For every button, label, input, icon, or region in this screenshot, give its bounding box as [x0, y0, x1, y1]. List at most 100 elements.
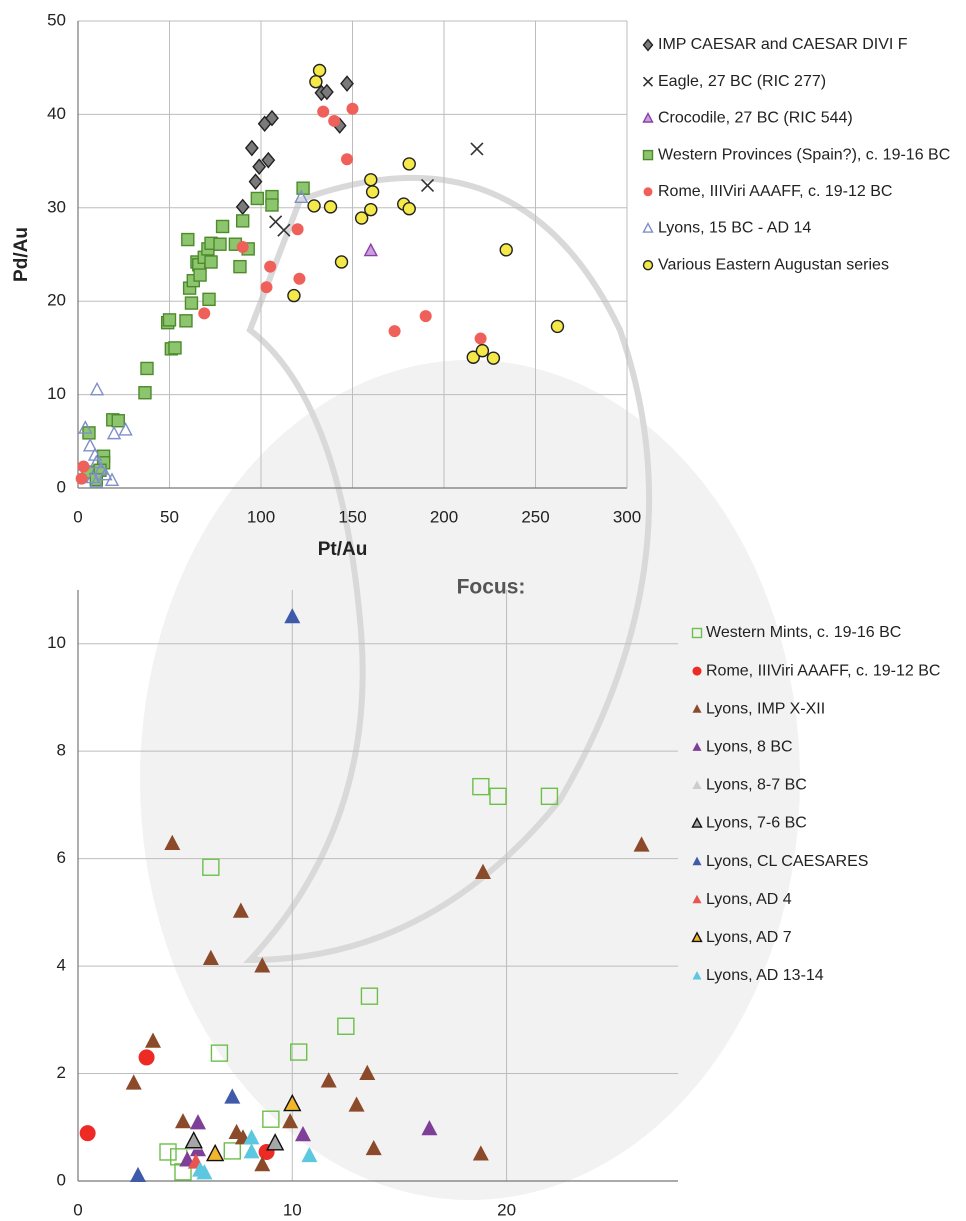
legend-label: Crocodile, 27 BC (RIC 544) [658, 110, 853, 127]
watermark [140, 360, 800, 1200]
point [295, 1125, 311, 1142]
y-tick-label: 30 [47, 197, 66, 216]
legend-label: Lyons, IMP X-XII [706, 700, 825, 717]
point [388, 325, 401, 338]
y-tick-label: 0 [57, 477, 66, 496]
point [184, 1130, 203, 1149]
point [262, 1110, 280, 1128]
point [205, 1143, 225, 1162]
point [89, 474, 104, 488]
point [323, 200, 338, 214]
point [334, 255, 349, 269]
point [164, 834, 181, 850]
point [261, 151, 276, 169]
point [235, 198, 250, 216]
point [402, 202, 416, 216]
point [198, 307, 211, 320]
point [293, 272, 306, 285]
point [130, 1166, 146, 1183]
legend-label: Lyons, 8 BC [706, 739, 793, 756]
point [365, 185, 380, 199]
point [106, 425, 122, 440]
point [359, 1064, 376, 1080]
legend-label: Lyons, 15 BC - AD 14 [658, 220, 811, 237]
point [364, 173, 378, 187]
point [354, 211, 369, 225]
x-tick-label: 150 [338, 507, 366, 526]
legend-marker [692, 666, 702, 676]
point [236, 241, 249, 254]
legend-marker [642, 76, 654, 87]
legend-marker [692, 704, 702, 713]
point [138, 386, 152, 400]
legend-label: Rome, IIIViri AAAFF, c. 19-12 BC [706, 662, 940, 679]
point [294, 189, 309, 204]
point [162, 313, 177, 327]
y-tick-label: 8 [57, 741, 66, 760]
y-axis-label: Pd/Au [11, 227, 32, 282]
chart-title: Focus: [457, 576, 526, 599]
point [202, 292, 216, 307]
point [466, 350, 480, 364]
x-tick-label: 20 [497, 1200, 516, 1219]
point [140, 361, 154, 376]
legend-marker [642, 260, 654, 271]
point [360, 987, 379, 1005]
point [363, 242, 378, 257]
legend-label: Lyons, AD 7 [706, 929, 792, 946]
point [420, 178, 435, 192]
point [254, 1156, 271, 1172]
point [235, 214, 250, 228]
legend-label: Lyons, 7-6 BC [706, 815, 807, 832]
point [104, 472, 120, 487]
point [348, 1096, 365, 1112]
point [204, 255, 218, 269]
point [243, 1143, 260, 1159]
legend-marker [691, 817, 703, 828]
point [202, 858, 220, 876]
point [283, 1093, 302, 1112]
legend-marker [691, 627, 703, 639]
point [309, 75, 323, 89]
point [190, 1114, 206, 1130]
point [337, 1017, 355, 1035]
y-tick-label: 4 [57, 956, 66, 975]
legend-label: Western Mints, c. 19-16 BC [706, 624, 901, 641]
point [307, 199, 321, 213]
legend-marker [692, 856, 702, 866]
x-tick-label: 100 [247, 507, 275, 526]
point [284, 608, 301, 624]
legend-marker [642, 222, 654, 233]
point [489, 787, 507, 806]
point [341, 153, 354, 166]
point [118, 421, 133, 436]
point [98, 466, 113, 481]
point [89, 381, 105, 396]
point [486, 351, 501, 365]
point [78, 420, 93, 434]
point [317, 105, 330, 118]
x-tick-label: 0 [73, 1200, 82, 1219]
point [633, 836, 650, 852]
point [210, 1044, 229, 1062]
legend-label: Western Provinces (Spain?), c. 19-16 BC [658, 146, 950, 163]
point [79, 1125, 96, 1142]
point [138, 1049, 155, 1066]
point [296, 181, 310, 195]
x-axis-label: Pt/Au [318, 539, 368, 560]
point [550, 319, 565, 334]
point [232, 902, 249, 918]
y-tick-label: 10 [47, 633, 66, 652]
y-tick-label: 50 [47, 10, 66, 29]
point [290, 1043, 308, 1061]
point [179, 314, 193, 328]
legend-label: Eagle, 27 BC (RIC 277) [658, 73, 826, 90]
legend-marker [642, 149, 654, 161]
point [77, 460, 90, 473]
point [82, 437, 98, 452]
point [233, 259, 247, 274]
y-tick-label: 20 [47, 291, 66, 310]
point [215, 219, 230, 234]
point [319, 83, 334, 101]
